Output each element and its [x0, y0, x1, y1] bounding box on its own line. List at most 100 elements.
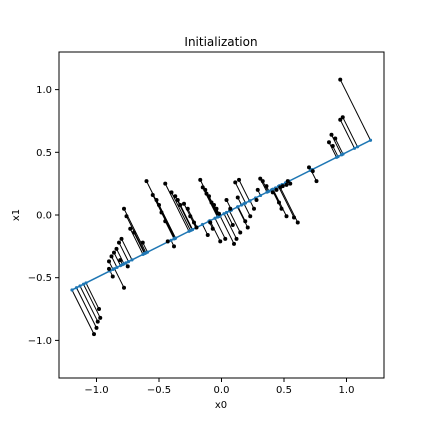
data-point [338, 77, 343, 82]
chart-title: Initialization [184, 35, 257, 49]
data-point [234, 236, 239, 241]
residual-line [209, 220, 221, 242]
data-point [264, 184, 269, 189]
projected-point [115, 265, 119, 270]
projected-point [352, 146, 357, 150]
residual-line [171, 192, 191, 231]
projected-point [267, 189, 271, 193]
x-tick-label: −0.5 [147, 385, 171, 396]
data-point [230, 223, 235, 228]
projected-point [70, 288, 74, 292]
projected-point [190, 227, 195, 232]
x-tick-label: −1.0 [84, 385, 108, 396]
data-point [185, 206, 190, 211]
projected-point [213, 216, 217, 220]
data-point [188, 214, 193, 219]
x-tick-label: 0.5 [276, 385, 292, 396]
data-point [237, 177, 241, 182]
data-point [203, 187, 208, 192]
residual-line [243, 203, 251, 217]
data-point [125, 264, 130, 269]
data-point [233, 180, 238, 185]
data-point [292, 215, 296, 220]
data-point [172, 244, 176, 249]
data-point [118, 258, 123, 263]
data-point [208, 220, 213, 225]
data-point [310, 169, 315, 174]
residual-line [79, 285, 99, 322]
x-tick-label: 0.0 [214, 385, 230, 396]
data-point [228, 206, 233, 211]
residual-line [146, 180, 176, 239]
projected-point [222, 212, 226, 216]
projected-point [341, 152, 345, 156]
data-point [200, 185, 205, 190]
data-point [204, 191, 209, 196]
data-point [285, 179, 290, 184]
residual-line [126, 216, 146, 254]
data-point [209, 200, 214, 205]
projected-point [200, 222, 205, 227]
data-point [258, 176, 263, 181]
projected-point [84, 281, 88, 285]
data-point [132, 230, 136, 235]
data-point [165, 239, 170, 244]
data-point [254, 197, 259, 202]
residual-line [278, 186, 295, 218]
data-point [212, 202, 216, 207]
projected-point [142, 252, 147, 256]
data-point [128, 226, 133, 231]
data-point [245, 225, 250, 230]
projected-point [130, 258, 134, 262]
residual-line [237, 206, 249, 228]
data-point [252, 206, 256, 211]
projected-point [74, 286, 79, 290]
data-point [255, 187, 260, 192]
y-axis-ticks: 1.0 0.5 0.0 −0.5 −1.0 [28, 85, 59, 347]
y-tick-label: −1.0 [28, 336, 52, 347]
residual-line [118, 242, 129, 262]
data-point [173, 194, 178, 199]
data-point [277, 200, 281, 205]
data-point [169, 190, 174, 195]
data-point [92, 332, 96, 337]
projected-point [81, 282, 86, 286]
data-point [110, 274, 115, 279]
projected-point [239, 203, 244, 207]
projected-point [78, 284, 82, 288]
data-point [218, 239, 223, 244]
y-axis-label: x1 [11, 209, 22, 221]
projected-point [368, 138, 373, 142]
residual-line [339, 119, 355, 149]
data-point [119, 236, 124, 241]
data-point [232, 241, 236, 246]
data-point [95, 319, 100, 324]
residual-line [164, 183, 190, 232]
x-tick-label: 1.0 [339, 385, 355, 396]
residual-line [179, 204, 193, 230]
residual-line [219, 215, 235, 245]
data-point [150, 192, 155, 197]
residual-line [133, 232, 145, 254]
data-point [140, 240, 145, 245]
data-point [327, 140, 331, 145]
data-point [243, 219, 248, 224]
data-point [163, 181, 168, 186]
residual-line [334, 138, 344, 155]
data-point [307, 165, 311, 170]
data-point [182, 201, 186, 206]
projected-point [235, 205, 240, 209]
data-point [224, 197, 229, 202]
projected-point [112, 267, 117, 271]
data-point [260, 179, 265, 184]
projected-point [169, 238, 173, 242]
data-point [330, 144, 335, 149]
data-point [163, 219, 168, 224]
data-point [284, 182, 289, 187]
data-point [109, 254, 114, 259]
projected-point [172, 237, 176, 241]
data-point [205, 233, 210, 238]
residual-line [339, 79, 371, 141]
